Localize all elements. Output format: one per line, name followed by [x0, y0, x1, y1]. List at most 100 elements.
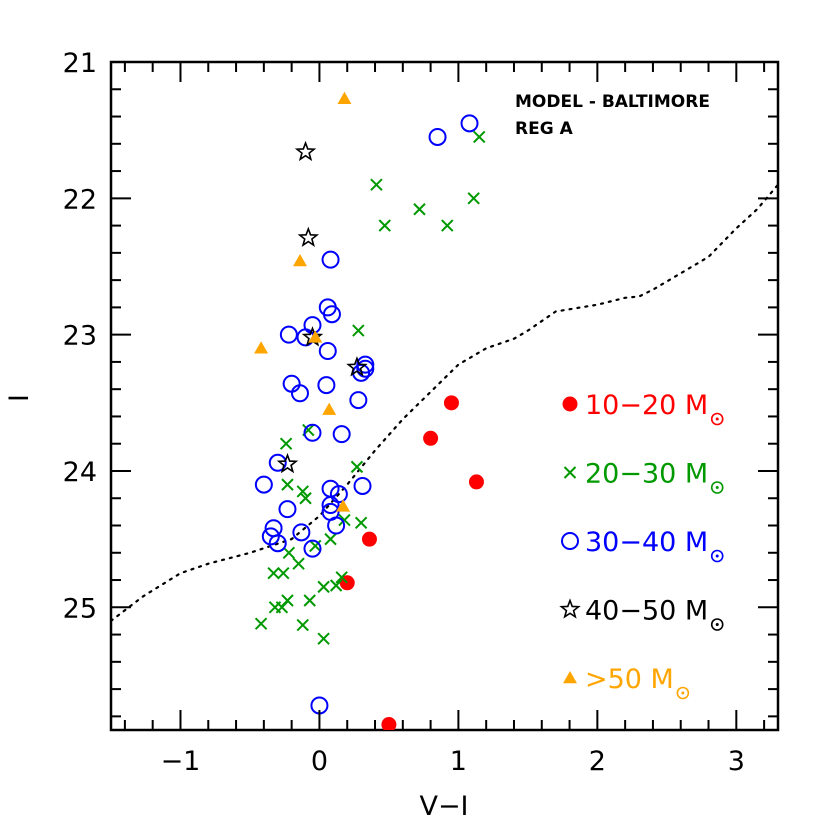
legend-label: 20−30 M	[585, 459, 708, 490]
data-point-open-star	[346, 356, 368, 377]
data-point-cross	[279, 437, 293, 450]
data-point-open-circle	[279, 325, 298, 344]
x-tick-label: 0	[311, 746, 328, 777]
solar-symbol-icon	[710, 618, 724, 631]
data-point-cross	[329, 579, 343, 592]
data-point-filled-triangle	[336, 499, 351, 512]
legend-item: 20−30 M	[563, 459, 724, 494]
data-point-open-circle	[303, 316, 322, 335]
data-point-cross	[267, 567, 280, 580]
data-point-cross	[317, 632, 330, 645]
data-point-open-star	[294, 140, 317, 162]
data-point-cross	[299, 492, 312, 505]
data-point-filled-circle	[443, 395, 459, 411]
data-point-cross	[335, 571, 348, 584]
data-point-open-circle	[268, 534, 287, 553]
legend-label: 10−20 M	[585, 390, 708, 421]
data-point-open-star	[276, 452, 299, 474]
solar-symbol-icon	[676, 686, 690, 700]
data-point-cross	[281, 594, 294, 607]
y-tick-label: 24	[63, 457, 97, 488]
data-point-filled-triangle	[337, 91, 352, 105]
data-point-cross	[324, 532, 337, 546]
solar-symbol-dot-icon	[715, 554, 719, 558]
data-point-open-circle	[322, 305, 341, 324]
data-point-cross	[338, 513, 351, 527]
solar-symbol-dot-icon	[715, 623, 719, 626]
data-point-filled-triangle	[292, 254, 307, 267]
data-point-cross	[378, 219, 391, 232]
solar-symbol-icon	[710, 481, 724, 494]
data-point-open-circle	[278, 500, 297, 519]
data-point-filled-circle	[381, 717, 397, 730]
data-point-open-circle	[318, 342, 337, 361]
solar-symbol-dot-icon	[715, 486, 719, 489]
data-point-open-circle	[254, 475, 273, 494]
data-point-cross	[473, 130, 486, 144]
legend-marker-open-circle	[561, 532, 579, 550]
data-point-filled-triangle	[322, 402, 337, 415]
data-point-open-circle	[321, 250, 340, 269]
data-point-cross	[292, 557, 305, 570]
legend-item: 40−50 M	[559, 596, 724, 631]
y-tick-label: 22	[63, 184, 97, 215]
solar-symbol-icon	[710, 412, 724, 426]
data-point-open-circle	[332, 425, 351, 444]
x-axis-title: V−I	[419, 791, 468, 822]
data-point-open-circle	[292, 523, 311, 542]
data-point-cross	[254, 617, 268, 630]
plot-frame-layer	[109, 60, 780, 732]
data-point-filled-triangle	[308, 330, 323, 343]
y-tick-label: 23	[63, 321, 97, 352]
data-point-cross	[281, 478, 294, 491]
legend-marker-filled-circle	[562, 396, 578, 412]
legend: 10−20 M 20−30 M 30−40 M 40−50 M >50 M	[559, 390, 724, 700]
y-tick-label: 21	[63, 48, 97, 79]
completeness-limit-line	[111, 183, 778, 622]
x-tick-label: −1	[161, 746, 201, 777]
legend-marker-open-star	[559, 598, 581, 619]
data-point-open-circle	[303, 423, 322, 442]
data-point-open-circle	[317, 376, 336, 395]
data-point-cross	[354, 516, 368, 529]
data-point-open-circle	[428, 127, 447, 146]
data-point-open-circle	[356, 359, 375, 378]
data-point-open-star	[297, 226, 320, 247]
data-point-open-circle	[282, 374, 301, 393]
data-point-open-circle	[349, 391, 368, 410]
data-point-cross	[413, 203, 426, 216]
data-point-open-circle	[268, 453, 287, 472]
data-point-cross	[268, 601, 282, 614]
x-tick-label: 2	[589, 746, 606, 777]
data-point-open-circle	[290, 384, 309, 403]
data-point-cross	[467, 192, 480, 205]
data-point-open-circle	[321, 496, 340, 515]
completeness-curve-layer	[111, 183, 778, 622]
data-point-open-circle	[303, 539, 322, 558]
data-point-cross	[296, 485, 309, 498]
data-point-filled-circle	[423, 430, 439, 446]
legend-item: 10−20 M	[562, 390, 724, 426]
x-tick-label: 3	[728, 746, 745, 777]
data-point-filled-circle	[361, 531, 377, 547]
x-tick-label: 1	[450, 746, 467, 777]
data-point-cross	[352, 324, 365, 337]
annotation-model: MODEL - BALTIMORE	[515, 92, 710, 112]
ticks-layer	[111, 61, 778, 730]
solar-symbol-dot-icon	[715, 417, 719, 421]
solar-symbol-dot-icon	[681, 691, 685, 695]
data-point-open-circle	[327, 516, 346, 535]
data-point-cross	[317, 580, 330, 594]
legend-item: >50 M	[563, 664, 690, 700]
legend-item: 30−40 M	[561, 527, 724, 563]
data-point-cross	[441, 219, 454, 232]
data-point-filled-circle	[468, 474, 484, 490]
data-point-open-circle	[353, 476, 372, 495]
data-point-cross	[350, 460, 364, 474]
data-point-cross	[282, 546, 296, 559]
data-points-layer	[254, 91, 486, 730]
annotation-region: REG A	[515, 119, 574, 139]
legend-marker-cross	[563, 466, 577, 479]
